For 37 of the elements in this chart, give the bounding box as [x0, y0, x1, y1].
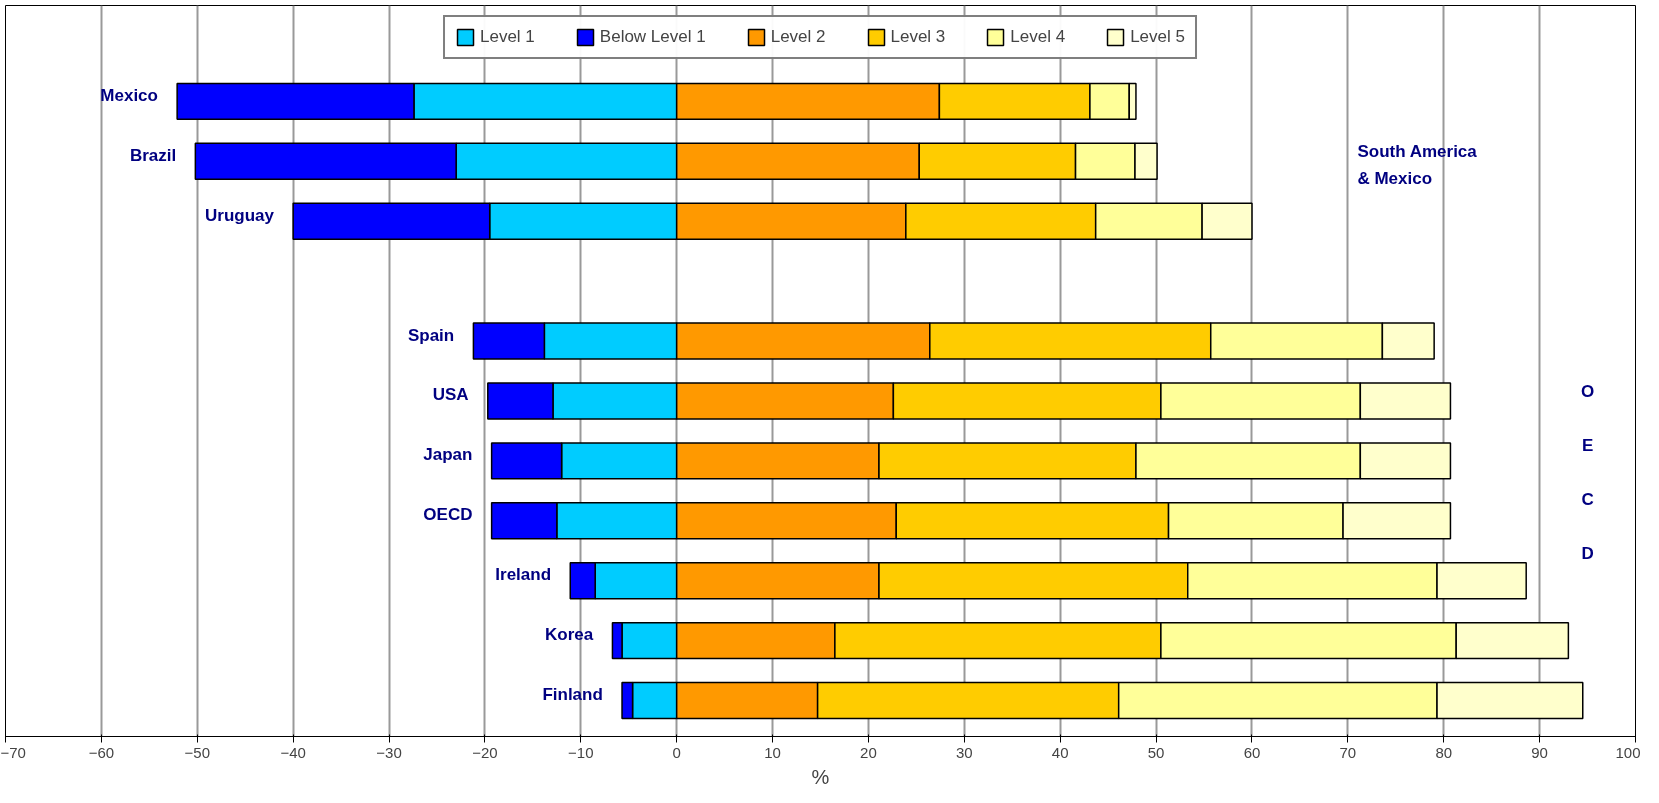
x-tick-label: 40 — [1051, 743, 1069, 761]
y-tick-label: USA — [432, 385, 469, 405]
x-tick-label: −30 — [376, 743, 402, 761]
x-tick-label: −50 — [184, 743, 210, 761]
x-tick-label: 10 — [764, 743, 781, 761]
y-tick-label: Mexico — [100, 85, 158, 105]
x-tick-label: 20 — [860, 743, 877, 761]
y-tick-label: Spain — [407, 325, 455, 345]
x-tick-label: −40 — [280, 743, 306, 761]
x-tick-label: 100 — [1615, 743, 1641, 761]
y-tick-label: Korea — [545, 625, 594, 645]
y-tick-label: Finland — [542, 685, 603, 705]
text: O E C D — [1580, 381, 1595, 563]
y-tick-label: Japan — [423, 445, 473, 465]
x-tick-label: 90 — [1531, 743, 1548, 761]
legend-label: Below Level 1 — [599, 27, 706, 47]
legend-label: Level 5 — [1130, 27, 1185, 47]
x-tick-label: −20 — [472, 743, 498, 761]
x-axis-title: % — [811, 765, 830, 788]
legend-label: Level 2 — [770, 27, 826, 47]
y-tick-label: Brazil — [129, 145, 177, 165]
x-tick-label: −10 — [568, 743, 594, 761]
x-tick-label: 80 — [1435, 743, 1453, 761]
y-tick-label: OECD — [423, 505, 473, 525]
x-tick-label: −60 — [88, 743, 115, 761]
legend-label: Level 4 — [1010, 27, 1066, 47]
y-tick-label: Uruguay — [205, 205, 275, 225]
x-tick-label: 60 — [1243, 743, 1261, 761]
annotation: South America & Mexico — [1357, 142, 1478, 189]
x-tick-label: 30 — [955, 743, 973, 761]
x-tick-label: −70 — [0, 743, 26, 761]
x-tick-label: 0 — [672, 743, 681, 761]
x-tick-label: 70 — [1339, 743, 1357, 761]
legend-label: Level 3 — [890, 27, 946, 47]
legend-label: Level 1 — [480, 27, 535, 47]
x-tick-label: 50 — [1147, 743, 1165, 761]
y-tick-label: Ireland — [495, 565, 552, 585]
